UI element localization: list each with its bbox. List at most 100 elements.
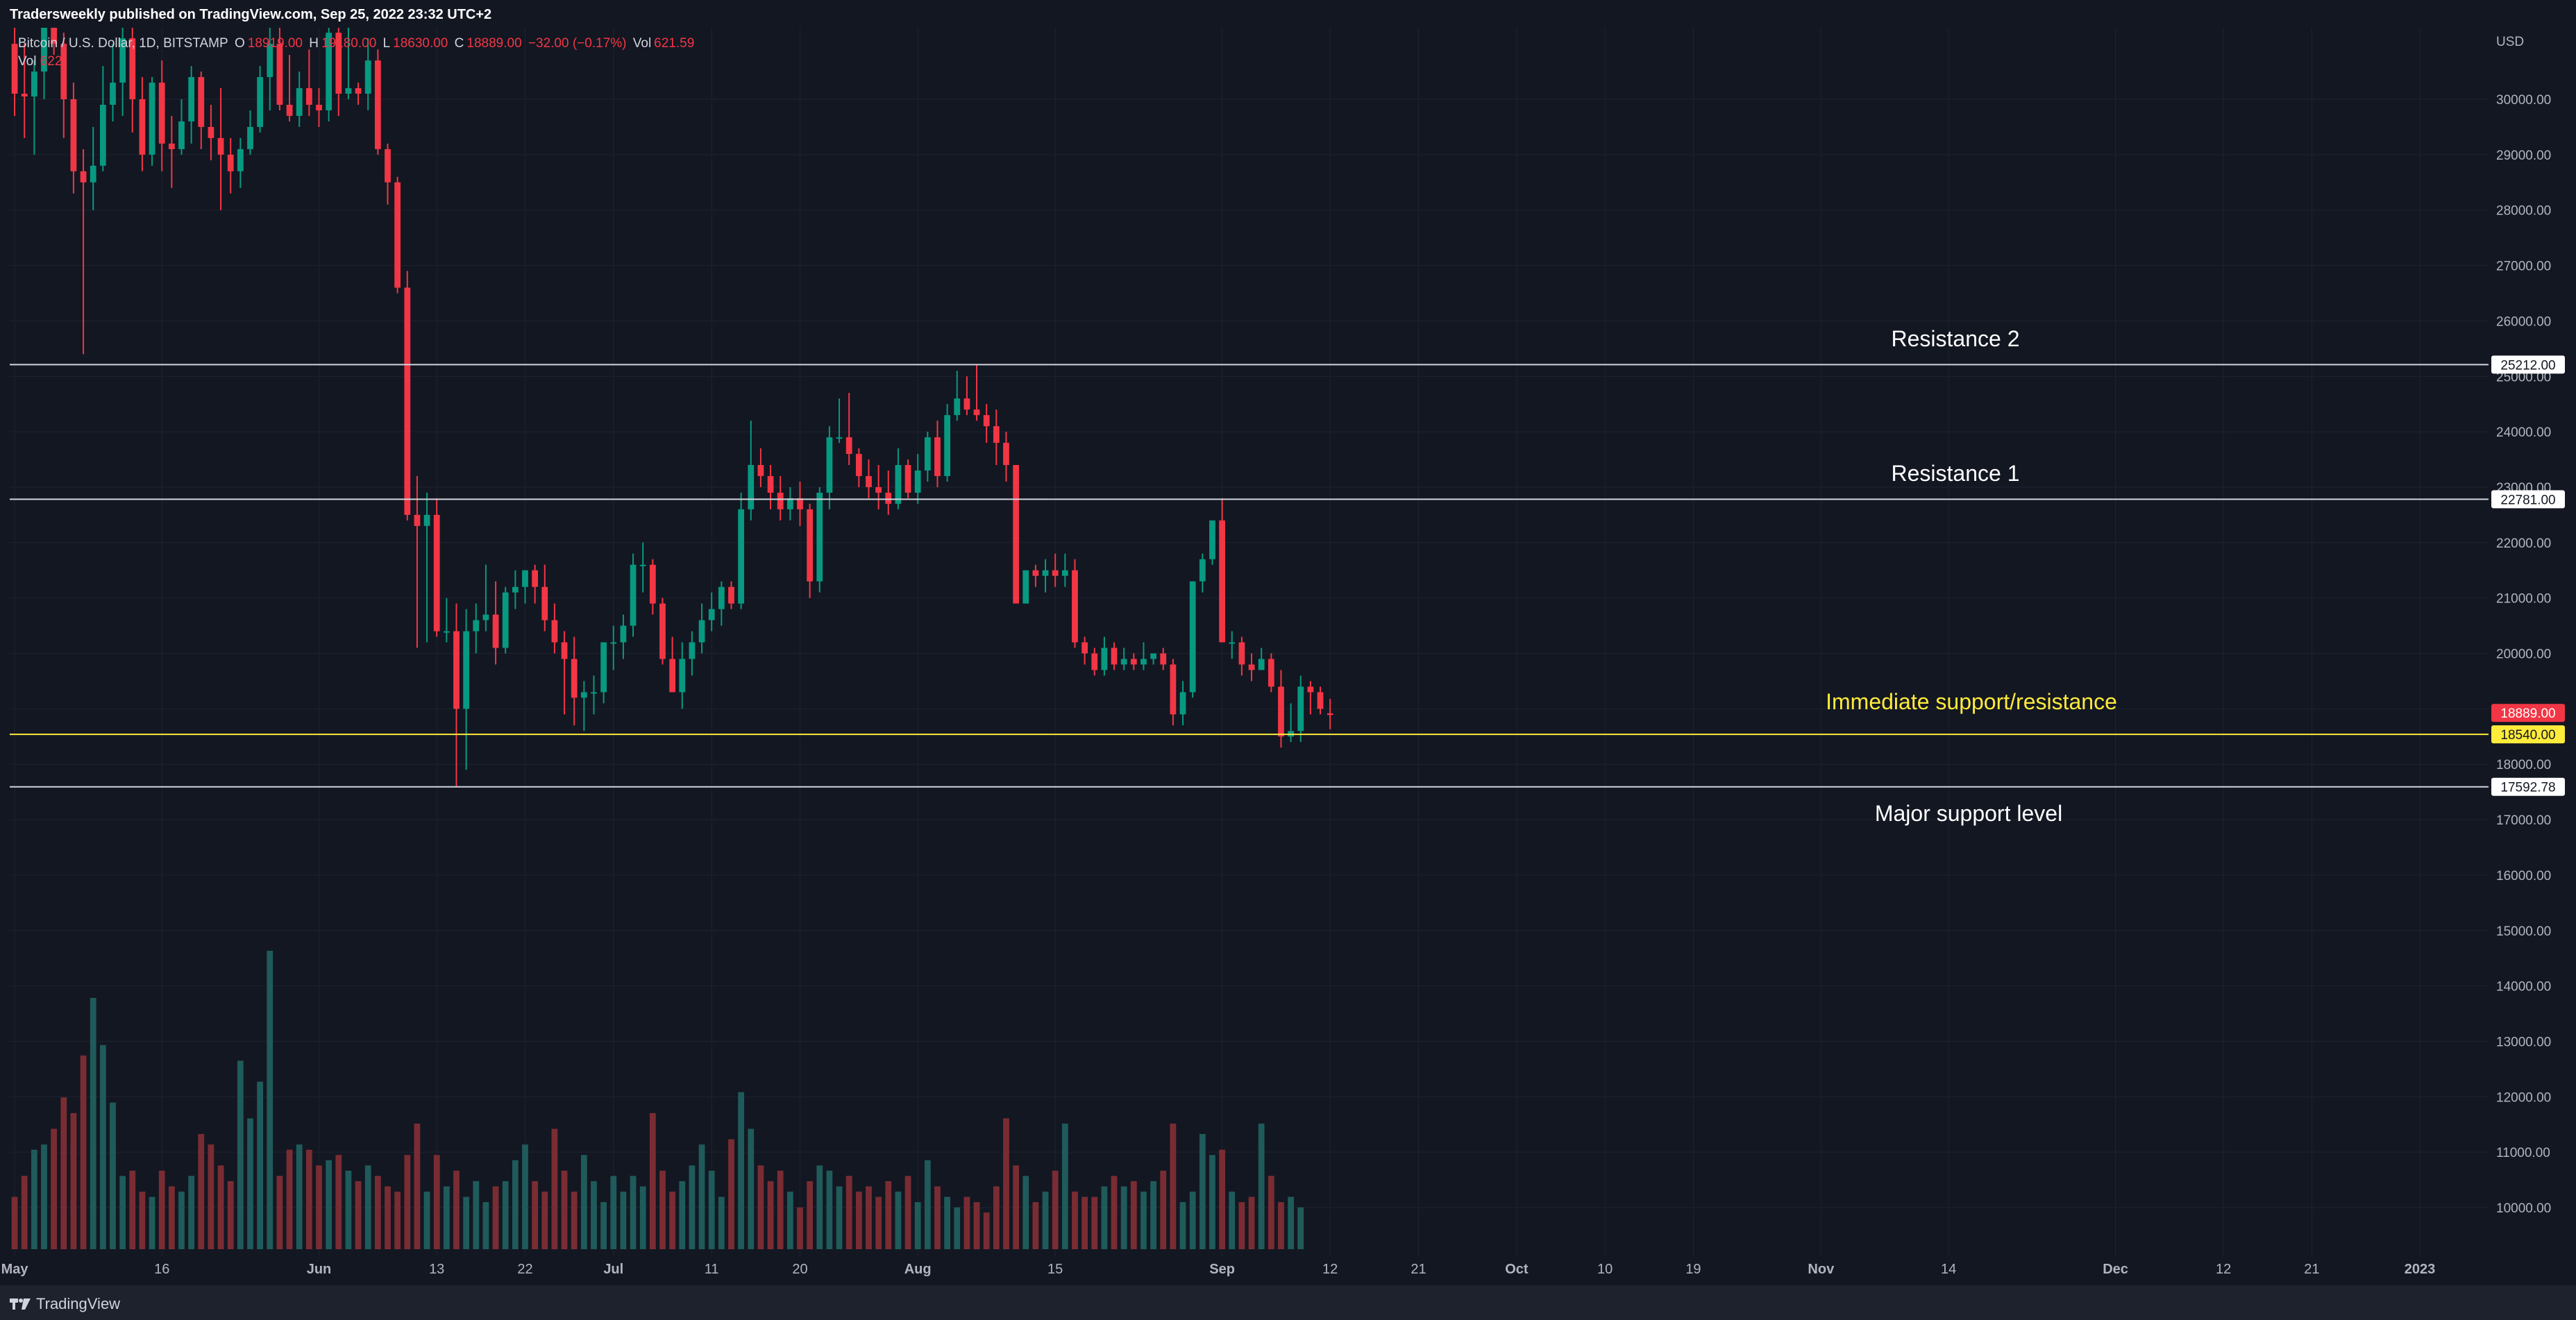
volume-bar: [267, 951, 273, 1249]
volume-bar: [1052, 1170, 1059, 1249]
volume-bar: [963, 1196, 970, 1249]
volume-bar: [1042, 1192, 1049, 1249]
volume-bar: [80, 1055, 87, 1249]
volume-bar: [748, 1128, 755, 1249]
candle-body: [826, 437, 833, 493]
candle-body: [522, 570, 528, 587]
candle-body: [610, 642, 617, 644]
candle-body: [944, 415, 951, 476]
y-tick-label: 27000.00: [2496, 260, 2551, 274]
candle-body: [1130, 659, 1137, 665]
volume-bar: [698, 1144, 705, 1249]
y-tick-label: 18000.00: [2496, 758, 2551, 772]
annotation-immediate-support: Immediate support/resistance: [1826, 689, 2117, 715]
candle-body: [718, 586, 725, 609]
volume-bar: [1238, 1202, 1245, 1249]
volume-bar: [1061, 1123, 1068, 1249]
x-tick-label: 16: [154, 1262, 169, 1277]
x-tick-label: 19: [1685, 1262, 1701, 1277]
x-tick-label: 11: [705, 1262, 719, 1277]
candle-body: [993, 426, 1000, 443]
volume-bar: [90, 997, 96, 1249]
candle-body: [630, 564, 637, 626]
candle-body: [247, 126, 253, 149]
candle-body: [1072, 570, 1078, 643]
candle-body: [649, 564, 656, 604]
candle-body: [924, 437, 931, 471]
volume-bar: [139, 1192, 146, 1249]
candle-body: [1042, 570, 1049, 576]
candle-body: [591, 692, 597, 694]
volume-bar: [21, 1176, 28, 1249]
candle-body: [1327, 713, 1333, 716]
volume-bar: [1170, 1123, 1177, 1249]
volume-bar: [1101, 1186, 1108, 1249]
candle-body: [90, 165, 96, 183]
volume-legend: Vol 622: [18, 54, 62, 69]
volume-bar: [385, 1186, 391, 1249]
candle-body: [1061, 570, 1068, 576]
chart-background: [0, 28, 2576, 1285]
candle-body: [110, 83, 116, 105]
volume-bar: [718, 1196, 725, 1249]
candle-body: [1150, 653, 1156, 659]
level-price-label: 25212.00: [2500, 358, 2555, 373]
y-tick-label: 30000.00: [2496, 93, 2551, 108]
volume-bar: [99, 1044, 106, 1249]
volume-bar: [1199, 1134, 1206, 1249]
candle-body: [443, 631, 450, 633]
candle-body: [767, 475, 774, 493]
open-value: 18919.00: [247, 36, 303, 51]
candle-body: [1081, 642, 1088, 654]
volume-bar: [1140, 1192, 1147, 1249]
tradingview-brand[interactable]: TradingView: [10, 1295, 120, 1313]
candle-body: [433, 514, 440, 632]
y-tick-label: 22000.00: [2496, 536, 2551, 551]
low-label: L: [382, 36, 391, 51]
volume-bar: [305, 1149, 312, 1249]
level-price-tag: [2491, 777, 2565, 796]
volume-bar: [423, 1192, 430, 1249]
volume-bar: [414, 1123, 421, 1249]
candle-body: [541, 586, 548, 620]
candle-body: [728, 586, 734, 604]
candle-body: [954, 398, 961, 416]
volume-bar: [1248, 1196, 1255, 1249]
y-tick-label: 29000.00: [2496, 149, 2551, 163]
y-tick-label: 14000.00: [2496, 980, 2551, 995]
volume-bar: [208, 1144, 214, 1249]
y-tick-label: 21000.00: [2496, 592, 2551, 607]
candle-body: [51, 28, 58, 44]
volume-bar: [1003, 1118, 1009, 1249]
volume-bar: [1229, 1192, 1236, 1249]
volume-bar: [158, 1170, 165, 1249]
candle-body: [1248, 664, 1255, 670]
volume-bar: [807, 1181, 814, 1249]
volume-bar: [816, 1165, 823, 1249]
level-price-tag: [2491, 725, 2565, 744]
volume-bar: [1160, 1170, 1167, 1249]
y-tick-label: 11000.00: [2496, 1146, 2550, 1160]
volume-bar: [60, 1097, 67, 1249]
volume-bar: [394, 1192, 401, 1249]
candle-body: [738, 509, 745, 604]
volume-bar: [875, 1196, 882, 1249]
volume-bar: [335, 1155, 342, 1249]
volume-bar: [31, 1149, 37, 1249]
y-tick-label: 12000.00: [2496, 1090, 2551, 1105]
candle-body: [786, 498, 793, 509]
candle-body: [1199, 559, 1206, 582]
candle-body: [679, 659, 686, 693]
legend-vol-value: 621.59: [654, 36, 695, 51]
volume-bar: [532, 1181, 539, 1249]
symbol-name[interactable]: Bitcoin / U.S. Dollar, 1D, BITSTAMP: [18, 36, 228, 51]
volume-label[interactable]: Vol: [18, 54, 37, 69]
annotation-resistance-2: Resistance 2: [1891, 326, 2020, 352]
volume-bar: [786, 1192, 793, 1249]
volume-bar: [326, 1160, 332, 1249]
volume-bar: [689, 1165, 696, 1249]
volume-bar: [973, 1202, 980, 1249]
candle-body: [60, 44, 67, 99]
volume-bar: [914, 1202, 921, 1249]
